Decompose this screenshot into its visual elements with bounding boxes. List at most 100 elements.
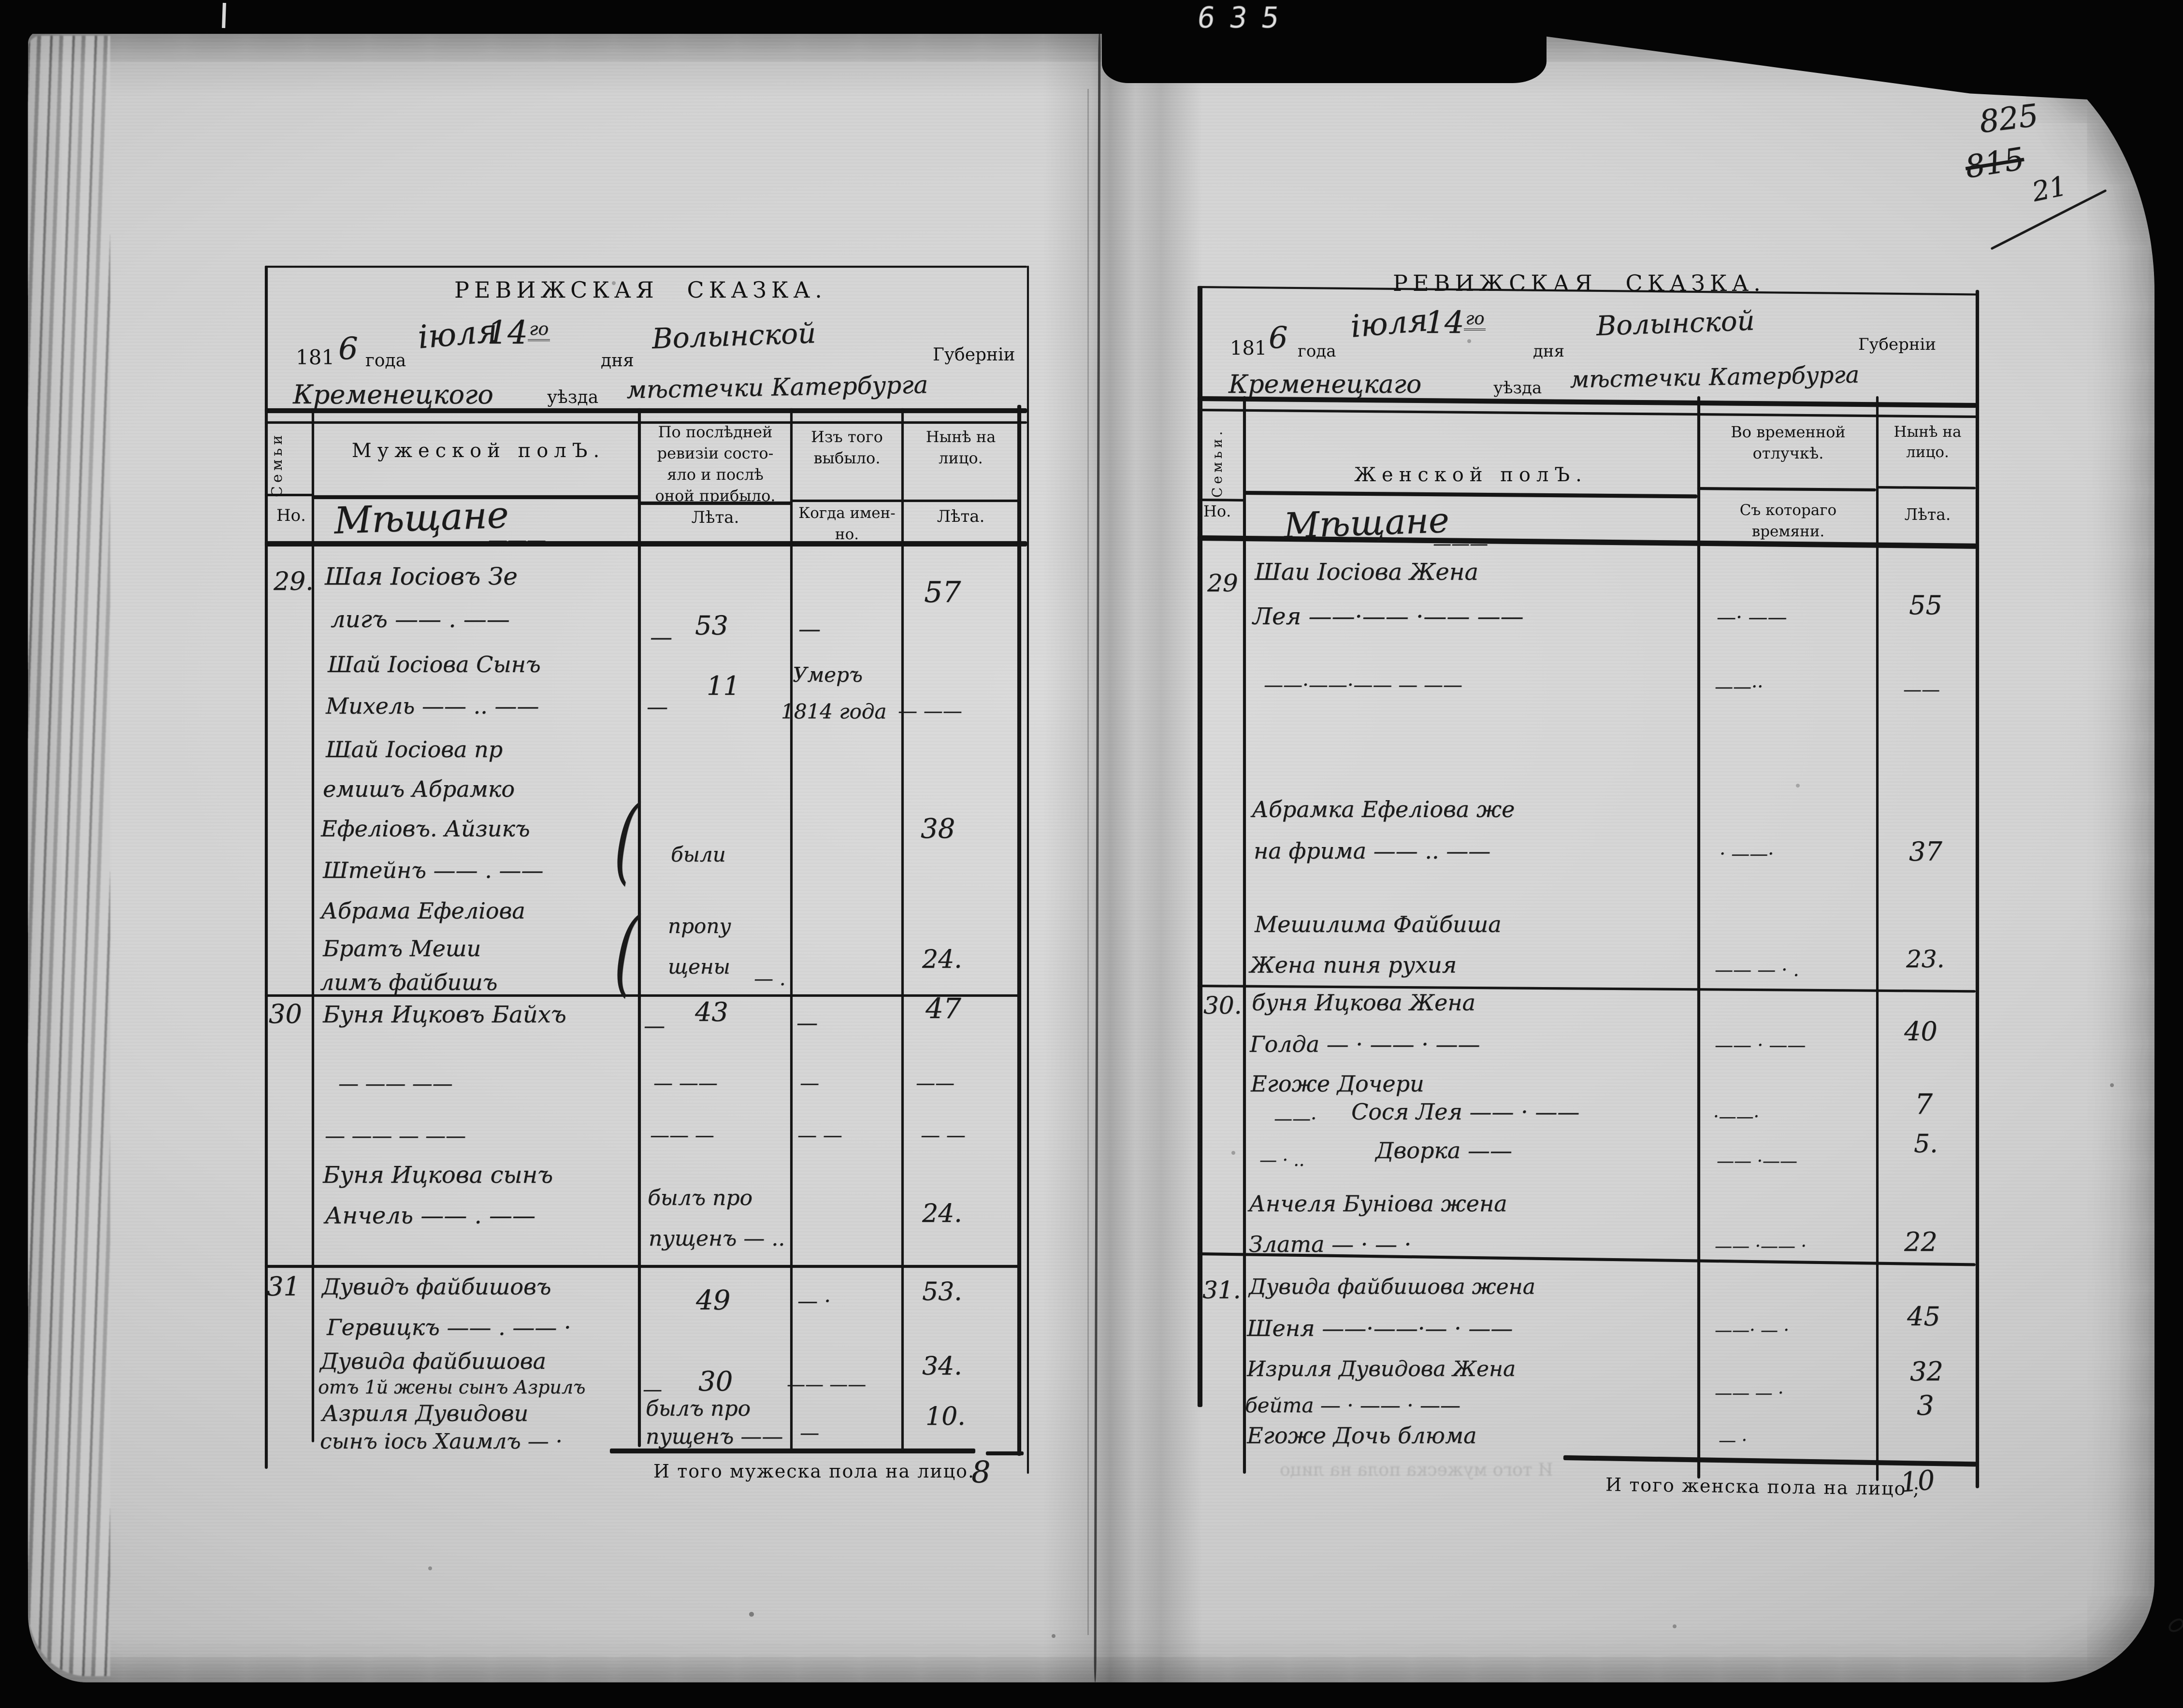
row-number: 29. [274,567,314,596]
year-digit: 6 [338,331,358,367]
name-entry: Дувидъ файбишовъ [322,1274,551,1300]
page-number-crossed-out: 815 [1963,141,2027,186]
note: щены [668,955,730,978]
table-rule [1017,405,1021,1456]
ditto-dash: ——· [1274,1108,1317,1129]
name-entry: Дворка —— [1375,1137,1512,1163]
brace-mark: ( [611,784,641,896]
column-revision-l4: оной прибыло. [655,487,776,505]
table-rule [1697,396,1700,1478]
table-rule [986,1451,1024,1455]
total-value: 10 [1899,1464,1937,1499]
ink-blot [2166,1616,2183,1635]
column-revision-l1: По послѣдней [658,423,773,441]
note: 1814 года [781,700,887,723]
name-entry: Шаи Іосіова Жена [1255,559,1478,586]
page-number-current: 825 [1977,98,2040,141]
name-entry: сынъ іось Хаимлъ — · [320,1429,563,1454]
table-rule [1563,1455,1977,1467]
place-entry: мѣстечки Катербурга [1569,361,1860,393]
age-value: 10. [925,1402,966,1431]
age-value: 37 [1909,836,1942,867]
table-rule [1876,396,1879,1481]
ditto-dash: — — [797,1124,842,1147]
goda-label: года [365,351,406,371]
day-suffix: го [1464,309,1486,331]
age-value: 53. [922,1277,962,1306]
table-rule [901,500,1020,502]
column-revision-l2: ревизіи состо- [657,444,774,462]
estate-label: Мѣщане [333,493,509,542]
column-revision-sub: Лѣта. [691,508,739,527]
column-absent-l2: отлучкѣ. [1752,444,1824,462]
ditto-dash: —— —— [787,1374,867,1395]
name-entry: Абрама Ефеліова [321,898,525,924]
age-value: 43 [695,997,728,1027]
row-number: 31 [267,1271,300,1302]
ditto-dash: — —— [898,700,962,722]
name-entry: Изриля Дувидова Жена [1247,1357,1516,1381]
table-rule [901,408,904,1452]
age-value: 34. [922,1352,962,1381]
ditto-dash: — · .. [1259,1150,1305,1170]
name-entry: Сося Лея —— · —— [1351,1099,1580,1125]
name-entry: Мешилима Файбиша [1255,911,1502,937]
column-revision-l3: яло и послѣ [667,465,764,484]
day-entry: 14го [487,317,550,349]
ditto-dash: — —— —— [338,1072,453,1095]
table-rule [638,502,792,505]
age-value: 45 [1907,1301,1940,1332]
printed-year-prefix: 181 [1230,337,1267,359]
ditto-dash: —— ·—— [1717,1151,1797,1171]
age-value: 11 [707,671,740,701]
total-label: И того женска пола на лицо ; [1605,1474,1921,1500]
corner-note: 21 [2029,170,2070,208]
row-number: 29 [1207,569,1238,597]
ditto-dash: ——·· [1715,676,1764,697]
column-now-sub: Лѣта. [1904,505,1951,524]
province-entry: Волынской [1595,305,1755,342]
name-entry: Шай Іосіова Сынъ [328,651,541,677]
table-rule [790,500,902,502]
table-rule [1198,286,1202,1407]
age-value: 24. [922,1199,962,1228]
name-entry: на фрима —— .. —— [1254,838,1491,864]
name-entry: Буня Ицкова сынъ [323,1162,553,1189]
column-absent-l1: Во временной [1731,423,1846,441]
ditto-dash: — [644,1014,665,1038]
ditto-dash: — [643,1378,662,1401]
brace-mark: ( [611,896,641,1008]
gutter-fold-line [1094,30,1101,1683]
note: Умеръ [793,663,863,687]
uyezda-label: уѣзда [1493,378,1542,398]
column-absent-sub2: времяни. [1751,523,1825,540]
day-number: 14 [487,314,528,351]
name-entry: Ефеліовъ. Айзикъ [321,816,530,842]
gubernii-label: Губерніи [933,345,1015,365]
table-rule [265,421,1027,424]
dnya-label: дня [1533,342,1565,361]
age-value: 38 [921,813,955,845]
age-value: 32 [1910,1356,1943,1387]
page-title: РЕВИЖСКАЯ СКАЗКА. [454,277,827,303]
name-entry: Жена пиня рухия [1250,952,1457,978]
table-rule [610,1449,975,1453]
ditto-dash: —· —— [1717,606,1787,629]
ditto-dash: — [800,1422,819,1444]
ditto-dash: — [798,616,821,642]
column-now-sub: Лѣта. [937,507,985,526]
name-entry: Егоже Дочери [1251,1071,1424,1097]
note: пущенъ —— [646,1424,783,1449]
uyezd-name-entry: Кременецкого [293,379,493,410]
name-entry: Гервицкъ —— . —— · [327,1314,571,1340]
age-value: 24. [922,945,962,974]
ditto-dash: —— [1903,679,1940,700]
name-entry: лимъ файбишъ [320,969,498,995]
row-number: 30. [1203,991,1242,1019]
age-value: 57 [924,575,961,609]
table-rule [265,266,1027,268]
column-left-sub1: Когда имен- [798,504,896,522]
age-value: 53 [695,610,728,641]
table-rule [265,494,313,496]
